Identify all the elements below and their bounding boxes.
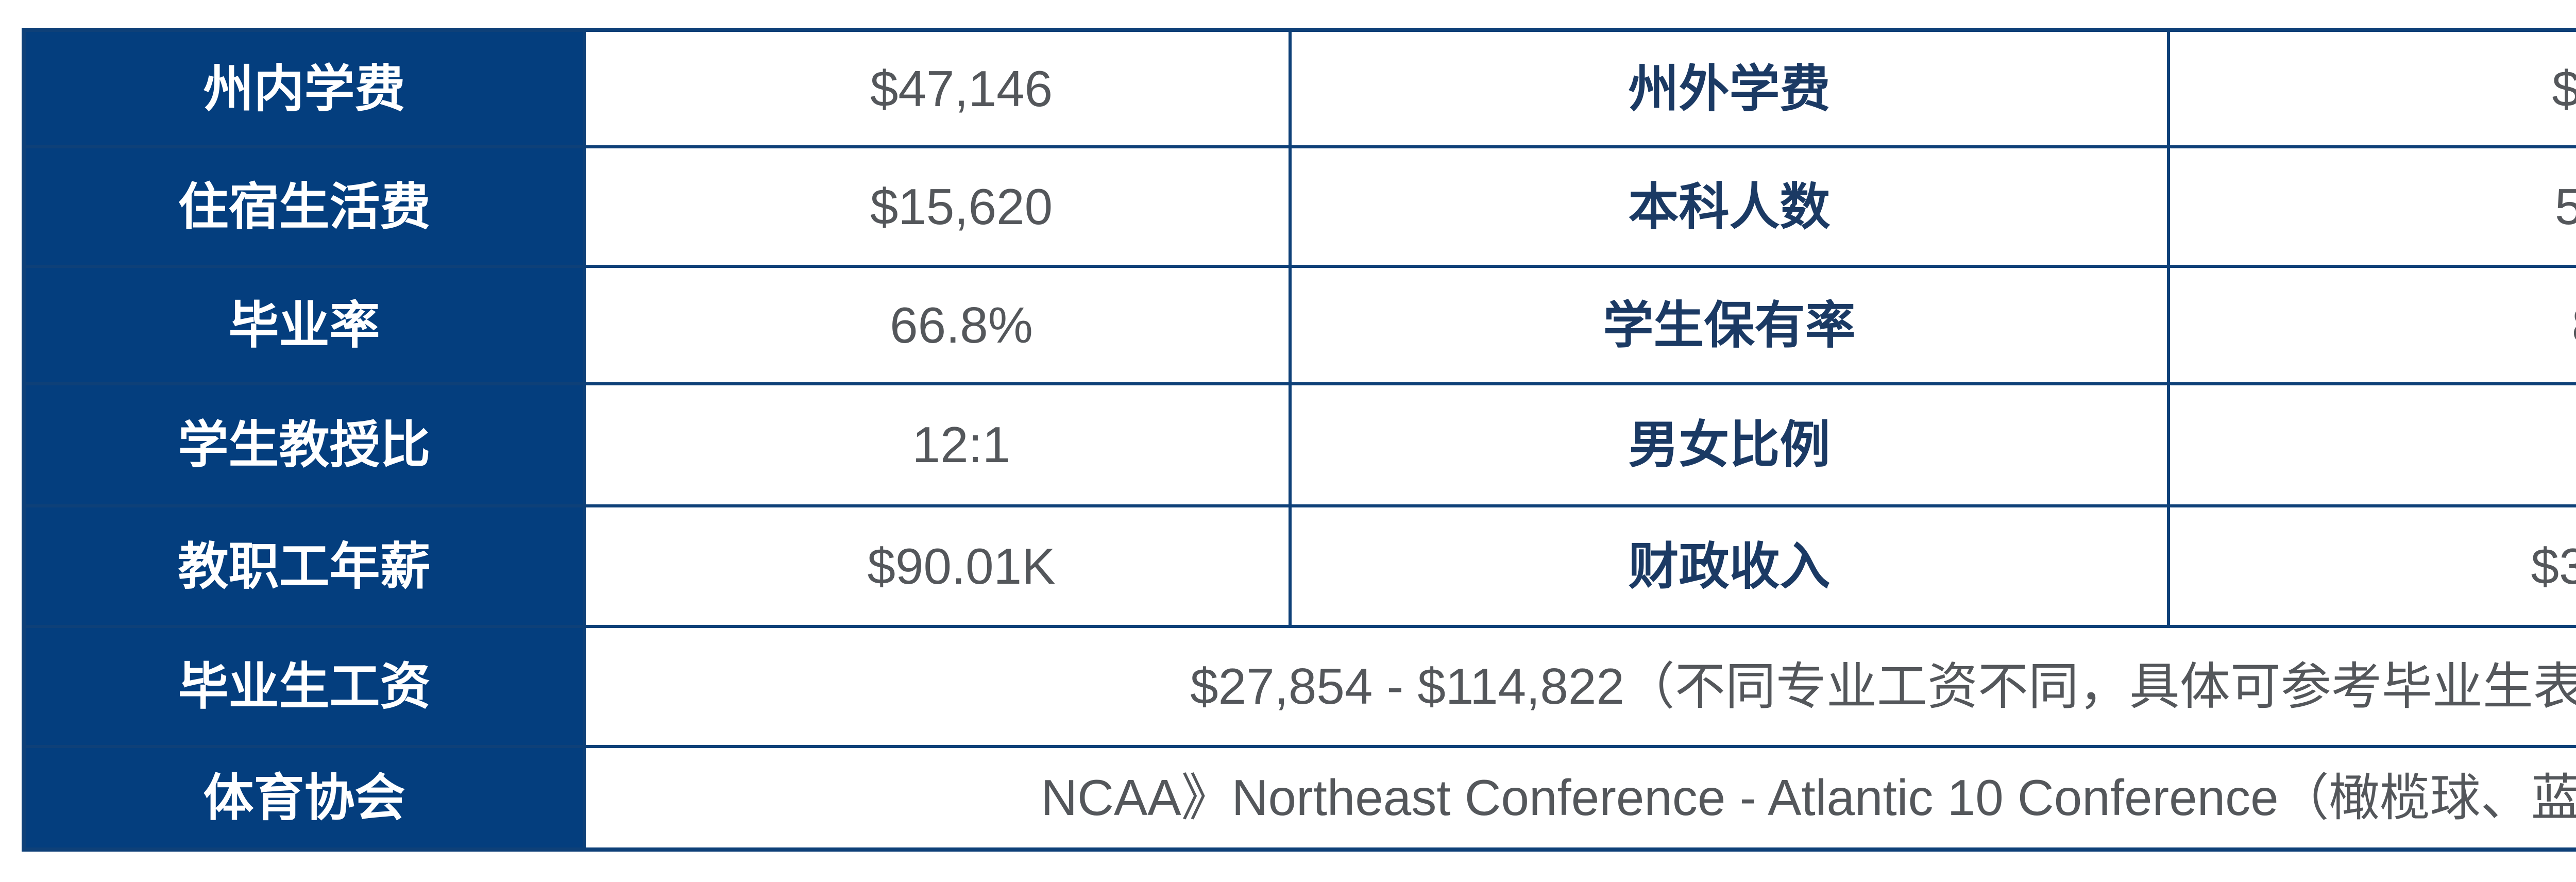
row-label-cell: 毕业生工资 xyxy=(22,625,586,748)
value-cell: 86.5% xyxy=(2167,265,2576,385)
secondary-label-cell: 学生保有率 xyxy=(1289,265,2170,385)
value-cell: $90.01K xyxy=(583,504,1292,628)
table-row: 住宿生活费 $15,620 本科人数 5,226人 xyxy=(22,145,2576,268)
university-stats-table: 州内学费 $47,146 州外学费 $47,146 住宿生活费 $15,620 … xyxy=(22,28,2576,852)
table-row: 学生教授比 12:1 男女比例 37:63 xyxy=(22,382,2576,507)
row-label-cell: 住宿生活费 xyxy=(22,145,586,268)
secondary-label-cell: 财政收入 xyxy=(1289,504,2170,628)
merged-value-cell: NCAA》Northeast Conference - Atlantic 10 … xyxy=(583,745,2576,851)
merged-value-cell: $27,854 - $114,822（不同专业工资不同，具体可参考毕业生表格） xyxy=(583,625,2576,748)
secondary-label-cell: 男女比例 xyxy=(1289,382,2170,507)
value-cell: $365.97M xyxy=(2167,504,2576,628)
value-cell: 66.8% xyxy=(583,265,1292,385)
value-cell: $47,146 xyxy=(583,28,1292,148)
table-row: 毕业生工资 $27,854 - $114,822（不同专业工资不同，具体可参考毕… xyxy=(22,625,2576,748)
value-cell: 5,226人 xyxy=(2167,145,2576,268)
value-cell: 37:63 xyxy=(2167,382,2576,507)
value-cell: $15,620 xyxy=(583,145,1292,268)
value-cell: 12:1 xyxy=(583,382,1292,507)
row-label-cell: 体育协会 xyxy=(22,745,586,851)
table-row: 毕业率 66.8% 学生保有率 86.5% xyxy=(22,265,2576,385)
table-row: 教职工年薪 $90.01K 财政收入 $365.97M xyxy=(22,504,2576,628)
row-label-cell: 州内学费 xyxy=(22,28,586,148)
table-row: 体育协会 NCAA》Northeast Conference - Atlanti… xyxy=(22,745,2576,851)
secondary-label-cell: 本科人数 xyxy=(1289,145,2170,268)
secondary-label-cell: 州外学费 xyxy=(1289,28,2170,148)
value-cell: $47,146 xyxy=(2167,28,2576,148)
row-label-cell: 教职工年薪 xyxy=(22,504,586,628)
row-label-cell: 毕业率 xyxy=(22,265,586,385)
row-label-cell: 学生教授比 xyxy=(22,382,586,507)
table-row: 州内学费 $47,146 州外学费 $47,146 xyxy=(22,28,2576,148)
